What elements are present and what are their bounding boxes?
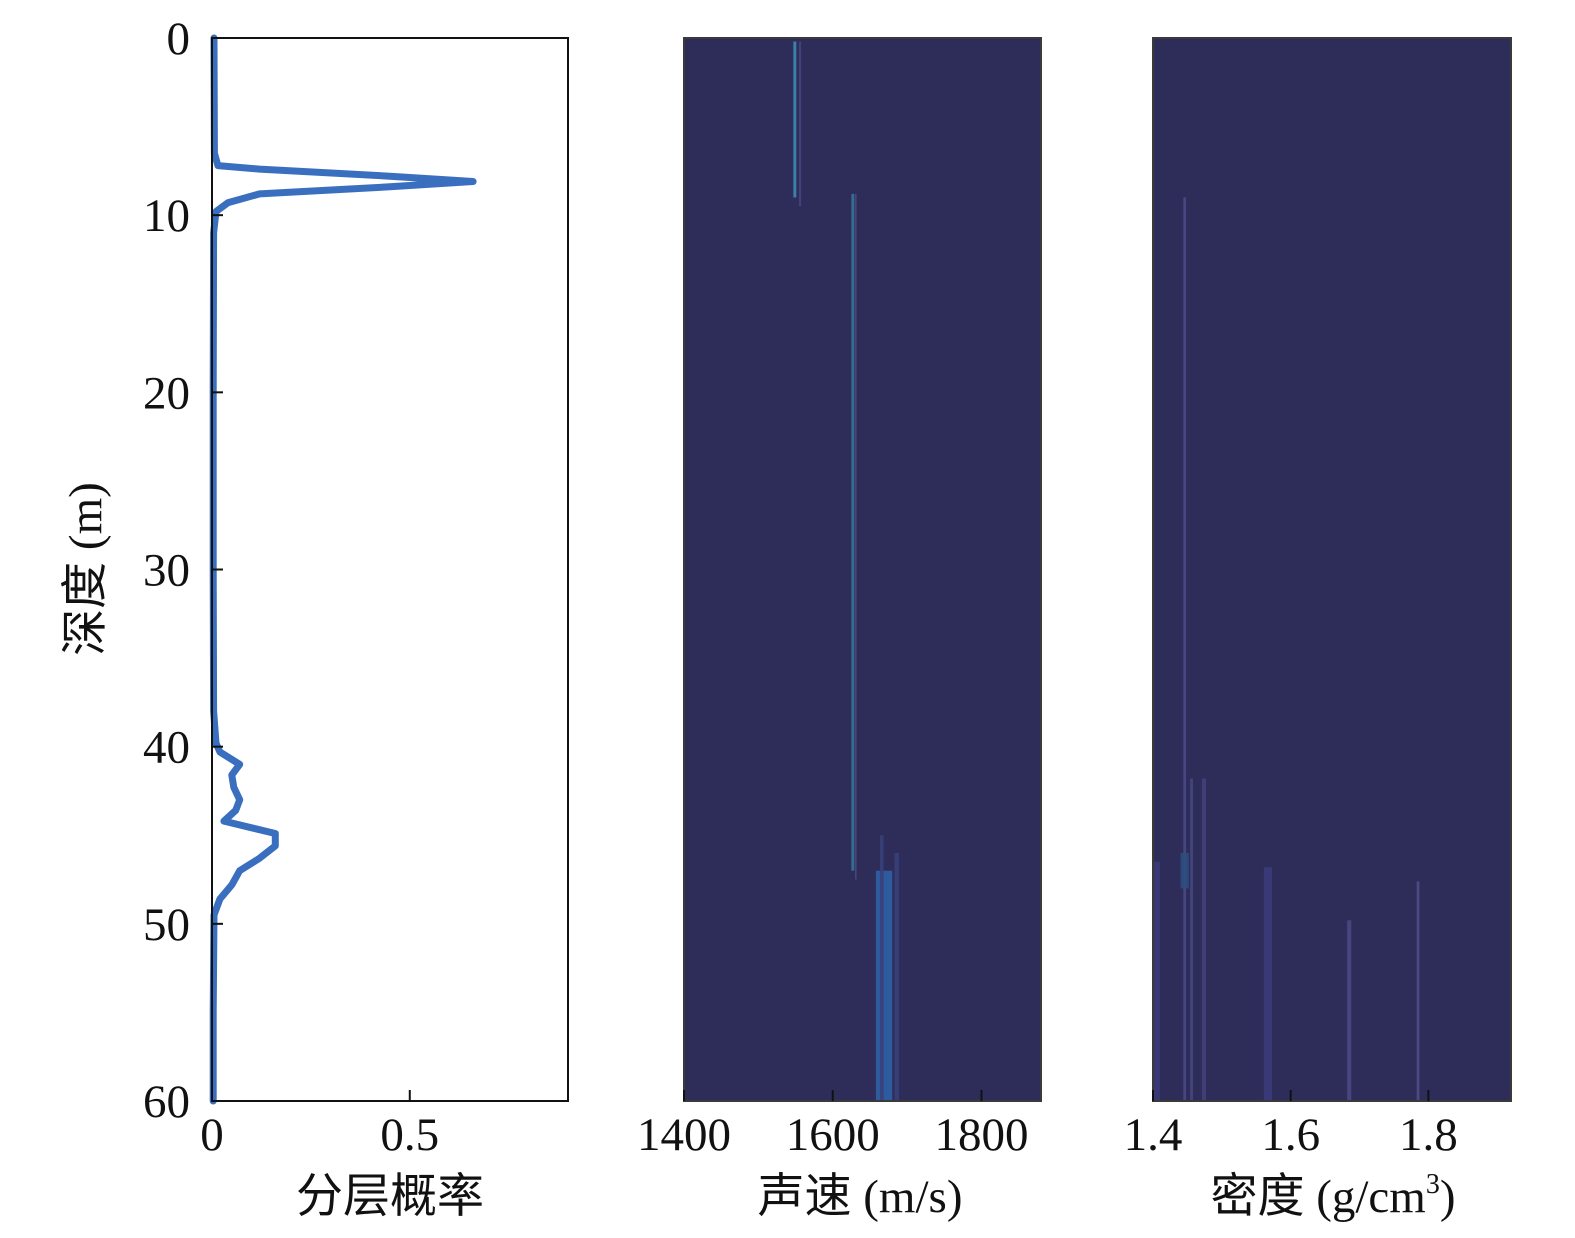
heatmap-streak — [1190, 778, 1193, 1101]
x-axis-ticks: 1.4 1.6 1.8 — [1124, 1090, 1458, 1161]
heatmap-streak — [1416, 881, 1420, 1101]
y-tick-label: 20 — [143, 367, 190, 419]
heatmap-streak — [879, 835, 884, 1101]
y-axis-ticks: 0 10 20 30 40 50 60 — [143, 13, 223, 1128]
heatmap-streak — [855, 193, 857, 880]
plot-area-background — [212, 38, 568, 1101]
x-axis-ticks: 0 0.5 — [200, 1090, 439, 1161]
y-tick-label: 50 — [143, 899, 190, 951]
x-axis-label-superscript: 3 — [1426, 1169, 1440, 1200]
y-tick-label: 10 — [143, 190, 190, 242]
heatmap-background — [684, 38, 1041, 1101]
x-axis-label-end: ) — [1440, 1171, 1456, 1223]
sound-speed-streaks — [793, 41, 899, 1101]
y-axis-label: 深度 (m) — [60, 482, 112, 656]
x-axis-label: 分层概率 — [296, 1171, 484, 1223]
heatmap-streak — [1183, 197, 1187, 1101]
heatmap-streak — [894, 852, 899, 1101]
x-tick-label: 1600 — [786, 1109, 880, 1161]
probability-line — [209, 34, 477, 1105]
heatmap-streak — [875, 870, 893, 1101]
x-tick-label: 1.4 — [1124, 1109, 1183, 1161]
x-tick-label: 0.5 — [380, 1109, 439, 1161]
x-tick-label: 1.6 — [1261, 1109, 1320, 1161]
heatmap-streak — [1263, 867, 1273, 1101]
x-axis-label: 密度 (g/cm3) — [1210, 1169, 1455, 1223]
heatmap-streak — [793, 41, 797, 198]
y-tick-label: 0 — [167, 13, 191, 65]
x-tick-label: 1800 — [935, 1109, 1029, 1161]
heatmap-background — [1153, 38, 1511, 1101]
x-axis-ticks: 1400 1600 1800 — [637, 1090, 1029, 1161]
x-axis-label-main: 密度 (g/cm — [1210, 1171, 1425, 1223]
x-tick-label: 1.8 — [1399, 1109, 1458, 1161]
plot-frame — [683, 37, 1042, 1102]
x-tick-label: 0 — [200, 1109, 224, 1161]
x-axis-label: 声速 (m/s) — [758, 1171, 963, 1223]
density-panel: 1.4 1.6 1.8 密度 (g/cm3) — [1124, 37, 1512, 1223]
sound-speed-panel: 1400 1600 1800 声速 (m/s) — [637, 37, 1042, 1223]
x-tick-label: 1400 — [637, 1109, 731, 1161]
density-streaks — [1153, 197, 1420, 1101]
heatmap-streak — [1201, 778, 1207, 1101]
heatmap-streak — [1180, 852, 1189, 889]
probability-curve-group — [209, 34, 477, 1105]
heatmap-streak — [851, 193, 855, 871]
heatmap-streak — [1347, 920, 1352, 1101]
heatmap-streak — [798, 41, 802, 207]
plot-frame — [1152, 37, 1512, 1102]
y-tick-label: 40 — [143, 722, 190, 774]
y-tick-label: 60 — [143, 1076, 190, 1128]
heatmap-streak — [1153, 861, 1160, 1101]
y-tick-label: 30 — [143, 545, 190, 597]
